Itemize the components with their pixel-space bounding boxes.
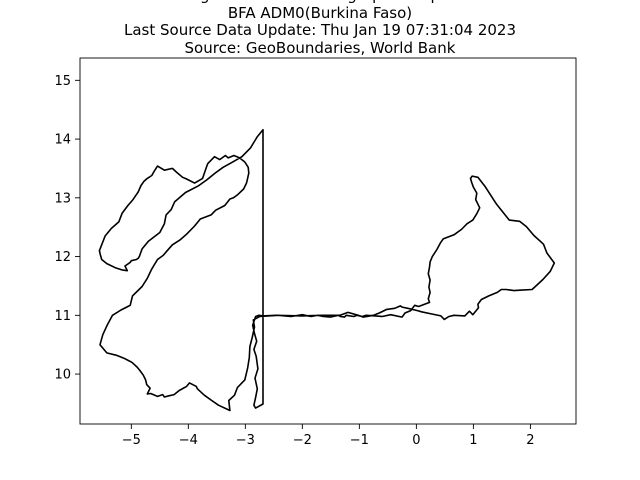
x-tick-label: 1 xyxy=(469,433,477,448)
y-tick-label: 13 xyxy=(54,191,71,206)
x-tick-label: −5 xyxy=(122,433,141,448)
x-tick-label: −3 xyxy=(236,433,255,448)
y-tick-label: 15 xyxy=(54,74,71,89)
x-tick-label: −1 xyxy=(350,433,369,448)
title-line-4: Source: GeoBoundaries, World Bank xyxy=(184,38,456,57)
title-line-1: geoBoundaries Geographic Map xyxy=(0,0,640,5)
x-tick-label: 2 xyxy=(526,433,534,448)
y-axis: 10 11 12 13 14 15 xyxy=(54,74,80,383)
y-tick-label: 10 xyxy=(54,368,71,383)
map-title: geoBoundaries Geographic Map BFA ADM0(Bu… xyxy=(0,0,640,57)
boundary-layer xyxy=(98,128,556,412)
title-line-2: BFA ADM0(Burkina Faso) xyxy=(227,3,413,22)
axes-frame xyxy=(79,57,577,425)
x-tick-label: −4 xyxy=(179,433,198,448)
y-tick-label: 11 xyxy=(54,309,71,324)
title-line-3: Last Source Data Update: Thu Jan 19 07:3… xyxy=(123,21,517,39)
plot-background xyxy=(80,58,576,424)
y-tick-label: 12 xyxy=(54,250,71,265)
x-axis: −5 −4 −3 −2 −1 0 1 2 xyxy=(122,424,535,448)
y-tick-label: 14 xyxy=(54,133,71,148)
x-tick-label: 0 xyxy=(412,433,420,448)
x-tick-label: −2 xyxy=(293,433,312,448)
country-boundary-line xyxy=(98,128,556,412)
